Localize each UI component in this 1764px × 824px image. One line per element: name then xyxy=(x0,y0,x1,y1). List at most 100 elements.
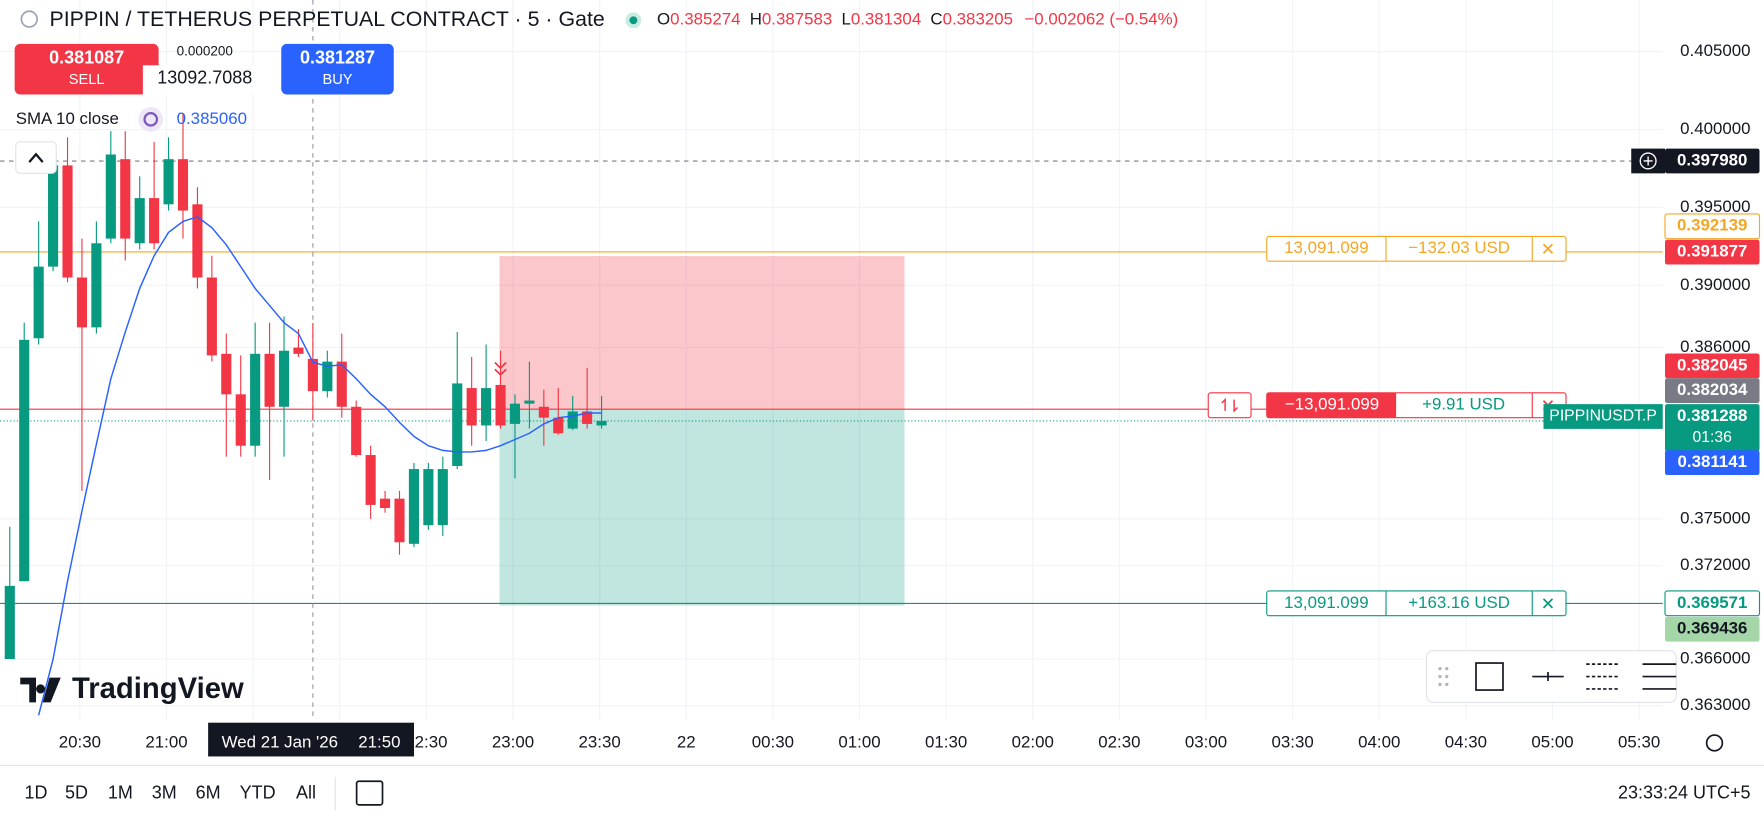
candle-body xyxy=(307,358,318,392)
collapse-button[interactable] xyxy=(15,141,57,174)
price-label: 0.369436 xyxy=(1677,619,1747,638)
indicator-icon-ring xyxy=(143,112,159,127)
ohlc-key: C xyxy=(930,10,942,29)
order-close[interactable] xyxy=(1542,243,1554,254)
indicator-value: 0.385060 xyxy=(177,109,247,128)
entry-marker xyxy=(494,361,507,377)
candle-body xyxy=(567,411,578,429)
x-tick-label: 23:00 xyxy=(492,732,534,751)
price-label: 0.381288 xyxy=(1677,406,1747,425)
buy-button-bg[interactable] xyxy=(281,43,394,95)
stop-zone xyxy=(499,256,905,410)
x-tick-label: 05:00 xyxy=(1531,732,1573,751)
symbol-icon xyxy=(20,10,38,28)
candle-body xyxy=(177,159,189,211)
buy-price[interactable]: 0.381287 xyxy=(300,47,375,67)
range-button[interactable]: 1D xyxy=(24,782,47,802)
quantity-field-bg[interactable] xyxy=(142,65,267,95)
range-button[interactable]: 5D xyxy=(65,782,88,802)
x-tick-label: 04:00 xyxy=(1358,732,1400,751)
ohlc-key: H xyxy=(750,10,762,29)
tool-line[interactable] xyxy=(1532,672,1564,682)
y-tick-label: 0.405000 xyxy=(1680,41,1750,60)
range-button[interactable]: 3M xyxy=(152,782,177,802)
candle-body xyxy=(509,403,521,424)
candle-body xyxy=(365,455,376,505)
candle-body xyxy=(221,353,232,395)
crosshair-time: 21:50 xyxy=(358,732,400,751)
candle-body xyxy=(163,159,174,205)
indicator-icon[interactable] xyxy=(138,106,164,132)
y-tick-label: 0.386000 xyxy=(1680,337,1750,356)
sell-label[interactable]: SELL xyxy=(69,72,105,88)
position-quantity: −13,091.099 xyxy=(1285,395,1379,414)
range-button[interactable]: 1M xyxy=(108,782,133,802)
candle-body xyxy=(380,498,391,509)
reverse-button[interactable] xyxy=(1207,392,1252,419)
x-tick-label: 23:30 xyxy=(579,732,621,751)
order-quantity: 13,091.099 xyxy=(1284,238,1368,257)
sell-button[interactable]: 0.381087 SELL xyxy=(14,43,159,95)
candle-body xyxy=(495,384,506,426)
buy-button[interactable]: 0.381287 BUY xyxy=(281,43,394,95)
candle-body xyxy=(524,400,535,404)
quantity[interactable]: 13092.7088 xyxy=(157,68,252,88)
candle-body xyxy=(105,154,116,239)
order-label-bg xyxy=(1266,590,1567,617)
header: PIPPIN / TETHERUS PERPETUAL CONTRACT · 5… xyxy=(20,7,1178,31)
candle-body xyxy=(452,383,463,466)
candle-body xyxy=(250,353,261,446)
candle-body xyxy=(4,585,15,660)
buy-label[interactable]: BUY xyxy=(322,72,352,88)
candle-body xyxy=(408,469,419,544)
range-button[interactable]: YTD xyxy=(240,782,276,802)
tool-fib[interactable] xyxy=(1586,663,1620,690)
candle-body xyxy=(293,347,304,354)
price-label-bg xyxy=(1664,590,1761,617)
tool-levels[interactable] xyxy=(1642,663,1677,690)
sell-price[interactable]: 0.381087 xyxy=(49,47,124,67)
x-tick-label: 04:30 xyxy=(1445,732,1487,751)
logo-mark xyxy=(20,677,61,703)
sell-button-bg[interactable] xyxy=(14,43,159,95)
symbol-title: PIPPIN / TETHERUS PERPETUAL CONTRACT · 5… xyxy=(50,7,605,31)
range-button[interactable]: 6M xyxy=(196,782,221,802)
countdown: 01:36 xyxy=(1693,429,1733,446)
x-tick-label: 22 xyxy=(677,732,696,751)
position-quantity-bg xyxy=(1266,392,1397,418)
candle-body xyxy=(481,388,492,426)
ohlc-key: O xyxy=(657,10,670,29)
ohlc-value: 0.381304 xyxy=(851,10,921,29)
price-label-bg xyxy=(1665,616,1760,642)
range-button[interactable]: All xyxy=(296,782,316,802)
settings-button[interactable] xyxy=(1705,734,1724,752)
candle-body xyxy=(235,394,246,446)
spread: 0.000200 xyxy=(177,43,233,58)
price-label: 0.397980 xyxy=(1677,150,1747,169)
price-label-bg xyxy=(1665,378,1760,403)
logo-text: TradingView xyxy=(72,673,244,705)
position-pnl: +9.91 USD xyxy=(1422,395,1505,414)
drag-handle[interactable] xyxy=(1438,666,1449,687)
candle-body xyxy=(264,353,275,407)
symbol-tag: PIPPINUSDT.P xyxy=(1549,408,1657,425)
price-label: 0.369571 xyxy=(1677,593,1747,612)
order-close[interactable] xyxy=(1542,598,1554,609)
x-tick-label: 21:00 xyxy=(145,732,187,751)
price-label-bg xyxy=(1665,148,1760,174)
candle-body xyxy=(91,243,102,328)
x-tick-label: 03:30 xyxy=(1272,732,1314,751)
date-range-button[interactable] xyxy=(355,780,384,806)
candle-body xyxy=(538,406,549,418)
y-tick-label: 0.400000 xyxy=(1680,119,1750,138)
candle-body xyxy=(33,266,44,339)
price-label-bg xyxy=(1664,213,1761,240)
collapse-icon xyxy=(28,152,44,163)
tool-rectangle[interactable] xyxy=(1475,662,1504,691)
candle-body xyxy=(134,198,145,244)
candle-body xyxy=(466,388,477,426)
price-label: 0.381141 xyxy=(1678,452,1747,471)
crosshair-time-bg xyxy=(208,722,414,757)
ohlc-value: 0.385274 xyxy=(670,10,740,29)
x-tick-label: 00:30 xyxy=(752,732,794,751)
